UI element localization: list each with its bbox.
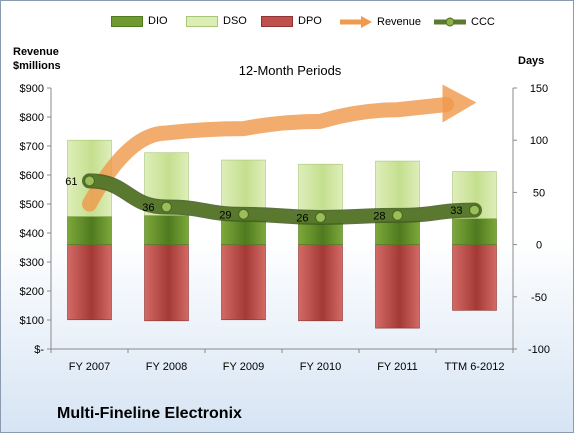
x-tick-label-fy-2008: FY 2008 [146, 361, 187, 373]
y-left-tick-label: $300 [20, 257, 44, 269]
ccc-data-label-ttm-6-2012: 33 [450, 205, 462, 217]
y-left-axis-title: Revenue $millions [13, 45, 61, 73]
bar-dio-fy-2008 [144, 215, 189, 245]
x-tick-label-fy-2009: FY 2009 [223, 361, 264, 373]
revenue-trend-arrow-shaft [82, 97, 454, 212]
legend-swatch-dio [111, 15, 143, 27]
x-tick-label-fy-2011: FY 2011 [377, 361, 418, 373]
legend-item-revenue: Revenue [339, 15, 421, 29]
legend-swatch-dpo [261, 15, 293, 27]
legend-label-dso: DSO [223, 15, 247, 27]
legend-item-ccc: CCC [433, 15, 495, 29]
ccc-point-fy-2007 [83, 175, 96, 187]
y-left-tick-label: $900 [20, 83, 44, 95]
y-left-tick-label: $200 [20, 286, 44, 298]
bar-dpo-fy-2008 [144, 244, 189, 322]
y-right-tick-label: 150 [530, 83, 548, 95]
ccc-data-label-fy-2011: 28 [373, 210, 385, 222]
legend-label-revenue: Revenue [377, 16, 422, 28]
legend-item-dpo: DPO [261, 15, 322, 27]
y-left-tick-label: $400 [20, 228, 44, 240]
ccc-point-fy-2008 [160, 201, 173, 213]
bar-dpo-ttm-6-2012 [452, 244, 497, 311]
bar-dpo-fy-2010 [298, 244, 343, 322]
y-left-axis-title-line1: Revenue [13, 46, 59, 58]
legend-item-dio: DIO [111, 15, 168, 27]
y-right-tick-label: 0 [536, 240, 542, 252]
ccc-data-label-fy-2009: 29 [219, 209, 231, 221]
revenue-trend-arrow-head [442, 84, 477, 123]
x-tick-label-ttm-6-2012: TTM 6-2012 [445, 361, 505, 373]
bar-dpo-fy-2011 [375, 244, 420, 329]
bar-dio-fy-2007 [67, 216, 112, 245]
legend-label-ccc: CCC [471, 16, 495, 28]
legend-label-dpo: DPO [298, 15, 322, 27]
y-right-axis-title: Days [518, 55, 545, 67]
ccc-point-fy-2011 [391, 209, 404, 221]
y-right-tick-label: -50 [531, 292, 547, 304]
ccc-data-label-fy-2008: 36 [142, 202, 154, 214]
ccc-point-fy-2009 [237, 208, 250, 220]
y-left-tick-label: $500 [20, 199, 44, 211]
ccc-point-fy-2010 [314, 211, 327, 224]
legend-line-icon [434, 17, 466, 27]
y-right-tick-label: -100 [528, 344, 550, 356]
bar-dio-fy-2009 [221, 217, 266, 245]
x-tick-label-fy-2010: FY 2010 [300, 361, 341, 373]
bar-dio-ttm-6-2012 [452, 218, 497, 245]
ccc-data-label-fy-2007: 61 [65, 176, 77, 188]
ccc-line [83, 174, 481, 224]
y-left-tick-label: $800 [20, 112, 44, 124]
company-name: Multi-Fineline Electronix [57, 405, 242, 422]
chart-subtitle: 12-Month Periods [238, 63, 342, 78]
legend-swatch-dso [186, 15, 218, 27]
y-right-tick-label: 50 [533, 187, 545, 199]
y-left-tick-label: $100 [20, 315, 44, 327]
y-left-tick-label: $600 [20, 170, 44, 182]
x-tick-label-fy-2007: FY 2007 [69, 361, 110, 373]
bar-dpo-fy-2007 [67, 244, 112, 321]
legend-arrow-icon [340, 16, 372, 28]
y-left-axis-title-line2: $millions [13, 60, 61, 72]
y-left-tick-label: $- [34, 344, 44, 356]
legend-item-dso: DSO [186, 15, 247, 27]
bar-dpo-fy-2009 [221, 244, 266, 321]
legend-label-dio: DIO [148, 15, 168, 27]
ccc-point-ttm-6-2012 [468, 204, 481, 216]
y-right-tick-label: 100 [530, 135, 548, 147]
y-left-tick-label: $700 [20, 141, 44, 153]
ccc-data-label-fy-2010: 26 [296, 212, 308, 224]
